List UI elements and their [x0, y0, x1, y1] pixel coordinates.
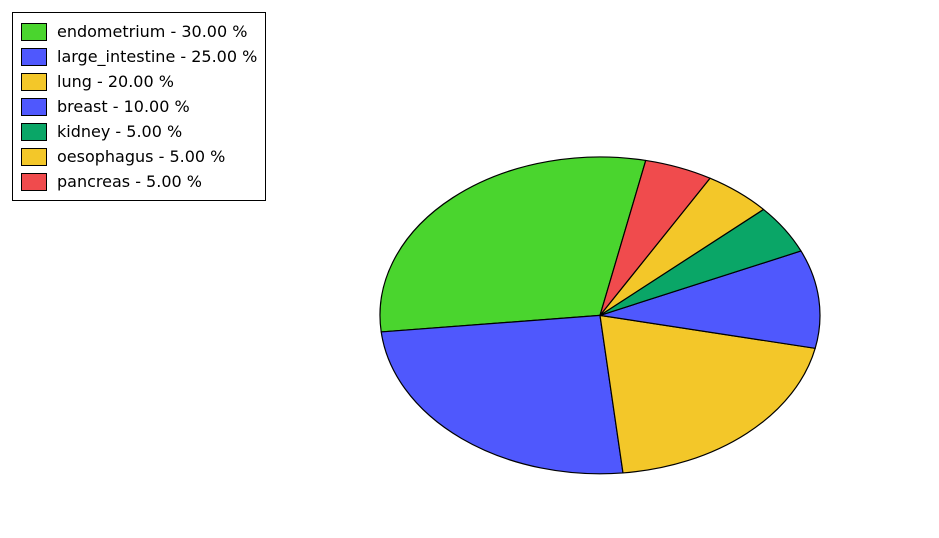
legend-swatch	[21, 148, 47, 166]
legend-item: pancreas - 5.00 %	[21, 169, 257, 194]
legend-swatch	[21, 123, 47, 141]
legend-item: breast - 10.00 %	[21, 94, 257, 119]
legend-label: kidney - 5.00 %	[57, 122, 182, 141]
legend-item: lung - 20.00 %	[21, 69, 257, 94]
legend-label: breast - 10.00 %	[57, 97, 190, 116]
legend-item: oesophagus - 5.00 %	[21, 144, 257, 169]
legend-label: large_intestine - 25.00 %	[57, 47, 257, 66]
legend-label: oesophagus - 5.00 %	[57, 147, 225, 166]
legend-swatch	[21, 23, 47, 41]
legend-swatch	[21, 48, 47, 66]
legend-swatch	[21, 98, 47, 116]
pie-slice	[381, 315, 623, 473]
legend: endometrium - 30.00 % large_intestine - 2…	[12, 12, 266, 201]
legend-swatch	[21, 173, 47, 191]
legend-item: endometrium - 30.00 %	[21, 19, 257, 44]
legend-label: lung - 20.00 %	[57, 72, 174, 91]
legend-swatch	[21, 73, 47, 91]
legend-label: endometrium - 30.00 %	[57, 22, 247, 41]
legend-label: pancreas - 5.00 %	[57, 172, 202, 191]
pie-chart	[378, 155, 822, 480]
legend-item: large_intestine - 25.00 %	[21, 44, 257, 69]
legend-item: kidney - 5.00 %	[21, 119, 257, 144]
